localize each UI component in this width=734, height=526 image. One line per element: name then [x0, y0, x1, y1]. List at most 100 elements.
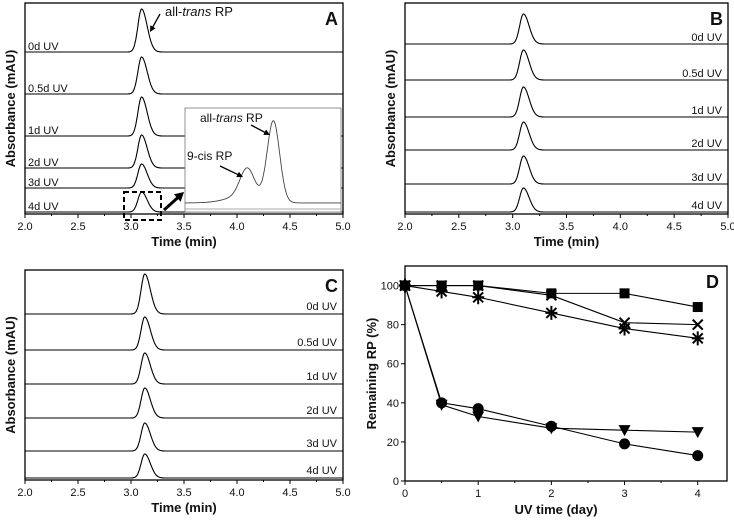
chromatogram-trace	[405, 49, 728, 81]
zoom-arrow	[162, 192, 184, 212]
marker-cross	[692, 318, 704, 331]
x-tick-label: 3.5	[176, 221, 191, 233]
x-tick-label: 4.5	[282, 221, 297, 233]
x-tick-label: 0	[402, 488, 408, 500]
marker-triangle-down	[691, 427, 704, 439]
trace-label: 3d UV	[691, 172, 722, 184]
series-triangle-down	[399, 280, 704, 439]
x-tick-label: 5.0	[335, 221, 350, 233]
chromatogram-trace	[25, 387, 343, 419]
panel-letter: D	[706, 272, 719, 292]
trace-label: 1d UV	[28, 125, 59, 137]
y-tick-label: 40	[387, 398, 399, 410]
chromatogram-trace	[25, 56, 343, 95]
x-tick-label: 3	[621, 488, 627, 500]
trace-label: 2d UV	[306, 405, 337, 417]
marker-square	[546, 288, 557, 299]
y-axis-label: Absorbance (mAU)	[3, 316, 18, 434]
chromatogram-trace	[25, 352, 343, 385]
x-tick-label: 2.5	[451, 221, 466, 233]
trace-label: 0.5d UV	[297, 337, 337, 349]
marker-asterisk	[618, 321, 631, 336]
x-axis-label: UV time (day)	[514, 502, 597, 517]
marker-triangle-down	[399, 280, 411, 292]
trace-label: 1d UV	[691, 105, 722, 117]
x-tick-label: 2.0	[17, 487, 32, 499]
inset-trace	[185, 120, 341, 204]
annotation-arrow	[150, 13, 161, 32]
trace-label: 3d UV	[28, 177, 59, 189]
marker-triangle-down	[472, 411, 485, 423]
y-axis-label: Absorbance (mAU)	[3, 50, 18, 168]
trace-label: 4d UV	[691, 200, 722, 212]
trace-label: 0d UV	[306, 301, 337, 313]
chromatogram-trace	[25, 316, 343, 351]
x-tick-label: 3.0	[505, 221, 520, 233]
arrow-head	[263, 129, 270, 135]
peak-annotation-all-trans: all-trans RP	[165, 4, 233, 19]
plot-frame	[404, 2, 729, 215]
arrow-head	[236, 171, 243, 178]
x-tick-label: 1	[475, 488, 481, 500]
y-tick-label: 80	[387, 320, 399, 332]
chromatogram-trace	[405, 187, 728, 213]
trace-label: 0d UV	[691, 32, 722, 44]
trace-label: 0.5d UV	[682, 68, 722, 80]
trace-label: 2d UV	[691, 138, 722, 150]
x-tick-label: 3.0	[123, 487, 138, 499]
trace-label: 0.5d UV	[28, 83, 68, 95]
inset-label-9-cis: 9-cis RP	[187, 149, 232, 163]
x-tick-label: 5.0	[720, 221, 734, 233]
arrow-shaft	[162, 195, 181, 212]
x-tick-label: 4	[695, 488, 701, 500]
marker-triangle-down	[435, 399, 448, 411]
trace-label: 0d UV	[28, 41, 59, 53]
zoom-region-box	[123, 191, 162, 221]
y-axis-label: Absorbance (mAU)	[383, 50, 398, 168]
marker-asterisk	[472, 290, 485, 305]
x-tick-label: 4.5	[282, 487, 297, 499]
x-tick-label: 3.5	[176, 487, 191, 499]
marker-cross	[545, 289, 558, 302]
marker-triangle-down	[618, 425, 631, 437]
x-tick-label: 2.0	[397, 221, 412, 233]
y-tick-label: 0	[393, 476, 399, 488]
chromatogram-trace	[405, 13, 728, 45]
marker-square	[692, 302, 703, 313]
chromatogram-trace	[25, 273, 343, 315]
trace-label: 4d UV	[28, 201, 59, 213]
x-tick-label: 2.0	[17, 221, 32, 233]
inset-frame	[184, 107, 342, 213]
panel-c: 0d UV 0.5d UV 1d UV 2d UV 3d UV 4d UV 2.0 2.5 3.…	[3, 269, 351, 515]
x-axis-label: Time (min)	[151, 500, 217, 515]
x-axis-label: Time (min)	[534, 234, 600, 249]
series-line	[404, 285, 698, 433]
x-tick-label: 5.0	[335, 487, 350, 499]
plot-frame	[24, 269, 344, 481]
x-tick-label: 2.5	[70, 221, 85, 233]
panel-b: 0d UV 0.5d UV 1d UV 2d UV 3d UV 4d UV 2.0 2.5 3.…	[383, 2, 734, 249]
inset-label-all-trans: all-trans RP	[200, 111, 263, 125]
chromatogram-trace	[25, 8, 343, 53]
inset-arrow-all-trans	[250, 124, 270, 135]
y-axis-label: Remaining RP (%)	[364, 318, 379, 430]
marker-asterisk	[691, 331, 704, 346]
x-tick-label: 3.0	[123, 221, 138, 233]
panel-letter: B	[710, 9, 723, 29]
x-axis-label: Time (min)	[151, 234, 217, 249]
x-tick-label: 4.0	[229, 487, 244, 499]
chromatogram-trace	[405, 121, 728, 151]
y-tick-label: 100	[381, 281, 399, 293]
chromatogram-trace	[25, 422, 343, 452]
panel-letter: A	[325, 9, 338, 29]
marker-circle	[692, 450, 704, 462]
arrow-shaft	[219, 165, 240, 176]
chromatogram-trace	[25, 453, 343, 479]
marker-triangle-down	[545, 423, 558, 435]
x-tick-label: 3.5	[559, 221, 574, 233]
arrow-shaft	[151, 13, 161, 29]
trace-label: 3d UV	[306, 438, 337, 450]
x-tick-label: 2	[548, 488, 554, 500]
